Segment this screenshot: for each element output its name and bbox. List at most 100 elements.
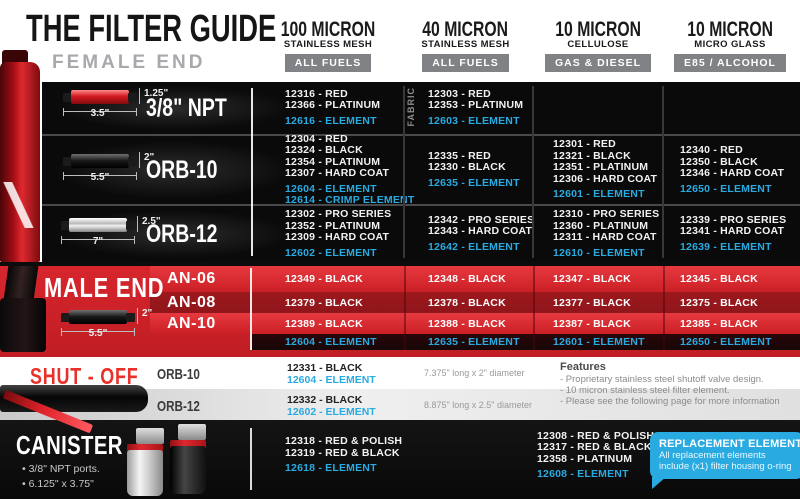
element-part-number: 12603 - ELEMENT: [428, 114, 520, 127]
part-number: 12308 - RED & POLISH: [537, 429, 655, 442]
label-column-divider: [250, 268, 252, 350]
table-row-npt: 1.25" 3.5" 3/8" NPT 12316 - RED 12366 - …: [42, 82, 800, 134]
page-title: THE FILTER GUIDE: [26, 8, 374, 51]
element-part-number: 12639 - ELEMENT: [680, 240, 772, 253]
part-number: 12385 - BLACK: [680, 317, 758, 330]
part-number: 12342 - PRO SERIES: [428, 213, 535, 226]
male-end-section: AN-06 12349 - BLACK 12348 - BLACK 12347 …: [0, 262, 800, 357]
canister-bracket-image: [136, 428, 164, 444]
element-part-number: 12650 - ELEMENT: [680, 336, 772, 348]
part-number: 12317 - RED & BLACK: [537, 441, 652, 453]
height-dimension: 2.5": [137, 216, 161, 232]
part-number: 12375 - BLACK: [680, 296, 758, 309]
element-part-number: 12601 - ELEMENT: [553, 188, 645, 201]
replacement-elements-callout: REPLACEMENT ELEMENTS All replacement ele…: [650, 432, 800, 489]
cell-40-micron: 12303 - RED 12353 - PLATINUM 12603 - ELE…: [404, 82, 529, 134]
element-part-number: 12635 - ELEMENT: [428, 176, 520, 189]
height-dimension: 2": [138, 152, 155, 168]
length-dimension: 3.5": [63, 108, 137, 130]
part-numbers: 12332 - BLACK 12602 - ELEMENT: [287, 394, 376, 418]
part-number: 12352 - PLATINUM: [285, 219, 381, 232]
part-number: 12345 - BLACK: [680, 273, 758, 285]
column-header-10-micron-glass: 10 MICRON MICRO GLASS E85 / ALCOHOL: [663, 19, 797, 72]
column-divider: [532, 86, 534, 258]
canister-section: CANISTER • 3/8" NPT ports. • 6.125" x 3.…: [0, 420, 800, 499]
fuel-badge: ALL FUELS: [284, 54, 372, 72]
element-part-number: 12650 - ELEMENT: [680, 182, 772, 195]
red-filter-product-image: [0, 62, 40, 262]
label-column-divider: [251, 88, 253, 256]
part-number: 12389 - BLACK: [285, 317, 363, 330]
row-separator: [42, 134, 800, 136]
part-numbers: 12331 - BLACK 12604 - ELEMENT: [287, 362, 376, 386]
part-number: 12341 - HARD COAT: [680, 225, 785, 238]
length-dimension: 7": [61, 236, 135, 258]
cell-100-micron: 12316 - RED 12366 - PLATINUM 12616 - ELE…: [252, 82, 398, 134]
dimension-note: 7.375" long x 2" diameter: [424, 368, 525, 378]
cell-10-micron-glass: 12339 - PRO SERIES 12341 - HARD COAT 126…: [663, 206, 800, 262]
canister-bracket-image: [178, 424, 206, 440]
length-dimension: 5.5": [61, 328, 135, 350]
part-numbers: 12304 - RED 12324 - BLACK 12354 - PLATIN…: [285, 132, 414, 207]
element-part-number: 12602 - ELEMENT: [287, 406, 376, 418]
feature-item: - Proprietary stainless steel shutoff va…: [560, 374, 764, 385]
part-number: 12360 - PLATINUM: [553, 219, 649, 232]
callout-text: include (x1) filter housing o-ring: [659, 461, 792, 472]
part-number: 12307 - HARD COAT: [285, 167, 390, 179]
part-number: 12330 - BLACK: [428, 161, 506, 174]
part-number: 12378 - BLACK: [428, 296, 506, 309]
an-fitting-product-image: [0, 298, 46, 352]
row-label-an06: AN-06: [167, 270, 216, 287]
fuel-badge: GAS & DIESEL: [544, 54, 652, 72]
part-number: 12350 - BLACK: [680, 155, 758, 168]
red-filter-product-image: [2, 50, 28, 64]
part-number: 12388 - BLACK: [428, 317, 506, 330]
fuel-badge: ALL FUELS: [422, 54, 509, 72]
part-number: 12304 - RED: [285, 132, 348, 145]
row-separator: [42, 204, 800, 206]
part-number: 12321 - BLACK: [553, 149, 631, 162]
part-number: 12331 - BLACK: [287, 362, 363, 374]
part-numbers: 12335 - RED 12330 - BLACK 12635 - ELEMEN…: [428, 149, 529, 190]
element-part-number: 12616 - ELEMENT: [285, 114, 377, 127]
canister-black-product-image: [170, 446, 206, 494]
logo-mark: [2, 182, 36, 228]
cell-10-micron-glass: 12340 - RED 12350 - BLACK 12346 - HARD C…: [663, 136, 800, 204]
part-number: 12379 - BLACK: [285, 296, 363, 309]
row-label-orb12: ORB-12: [157, 398, 200, 415]
row-label-orb10: ORB-10: [157, 366, 200, 383]
feature-item: - 10 micron stainless steel filter eleme…: [560, 385, 730, 396]
cell-100-micron: 12318 - RED & POLISH 12319 - RED & BLACK…: [285, 420, 402, 491]
column-divider: [662, 86, 664, 258]
part-number: 12332 - BLACK: [287, 394, 363, 406]
part-number: 12353 - PLATINUM: [428, 99, 524, 112]
part-number: 12339 - PRO SERIES: [680, 213, 787, 226]
cell-40-micron: 12335 - RED 12330 - BLACK 12635 - ELEMEN…: [404, 136, 529, 204]
filter-dimension-graphic: 2.5" 7": [56, 212, 162, 252]
column-divider: [404, 266, 406, 350]
spec-item: • 3/8" NPT ports.: [22, 463, 100, 475]
feature-item: - Please see the following page for more…: [560, 396, 780, 407]
part-number: 12343 - HARD COAT: [428, 225, 533, 238]
part-number: 12301 - RED: [553, 138, 616, 151]
section-title-male-end: MALE END: [44, 272, 165, 303]
cell-10-micron-cellulose: 12308 - RED & POLISH 12317 - RED & BLACK…: [537, 420, 654, 491]
column-header-10-micron-cellulose: 10 MICRON CELLULOSE GAS & DIESEL: [533, 19, 663, 72]
part-number: 12316 - RED: [285, 87, 348, 100]
part-number: 12311 - HARD COAT: [553, 231, 657, 243]
section-label-female-end: FEMALE END: [52, 52, 206, 73]
part-number: 12335 - RED: [428, 149, 491, 162]
features-title: Features: [560, 361, 606, 373]
column-header-40-micron: 40 MICRON STAINLESS MESH ALL FUELS: [398, 19, 533, 72]
media-type: CELLULOSE: [567, 39, 629, 50]
row-label-an08: AN-08: [167, 293, 216, 311]
section-title-shut-off: SHUT - OFF: [30, 363, 139, 389]
filter-dimension-graphic: 2" 5.5": [58, 148, 164, 188]
male-element-row: 12604 - ELEMENT 12635 - ELEMENT 12601 - …: [252, 334, 800, 350]
male-row-an10: AN-10 12389 - BLACK 12388 - BLACK 12387 …: [150, 313, 800, 334]
female-end-table: 1.25" 3.5" 3/8" NPT 12316 - RED 12366 - …: [42, 82, 800, 262]
shut-off-section: SHUT - OFF ORB-10 12331 - BLACK 12604 - …: [0, 357, 800, 434]
part-number: 12340 - RED: [680, 144, 743, 156]
part-numbers: 12310 - PRO SERIES 12360 - PLATINUM 1231…: [553, 208, 659, 259]
table-row-orb12: 2.5" 7" ORB-12 12302 - PRO SERIES 12352 …: [42, 206, 800, 262]
